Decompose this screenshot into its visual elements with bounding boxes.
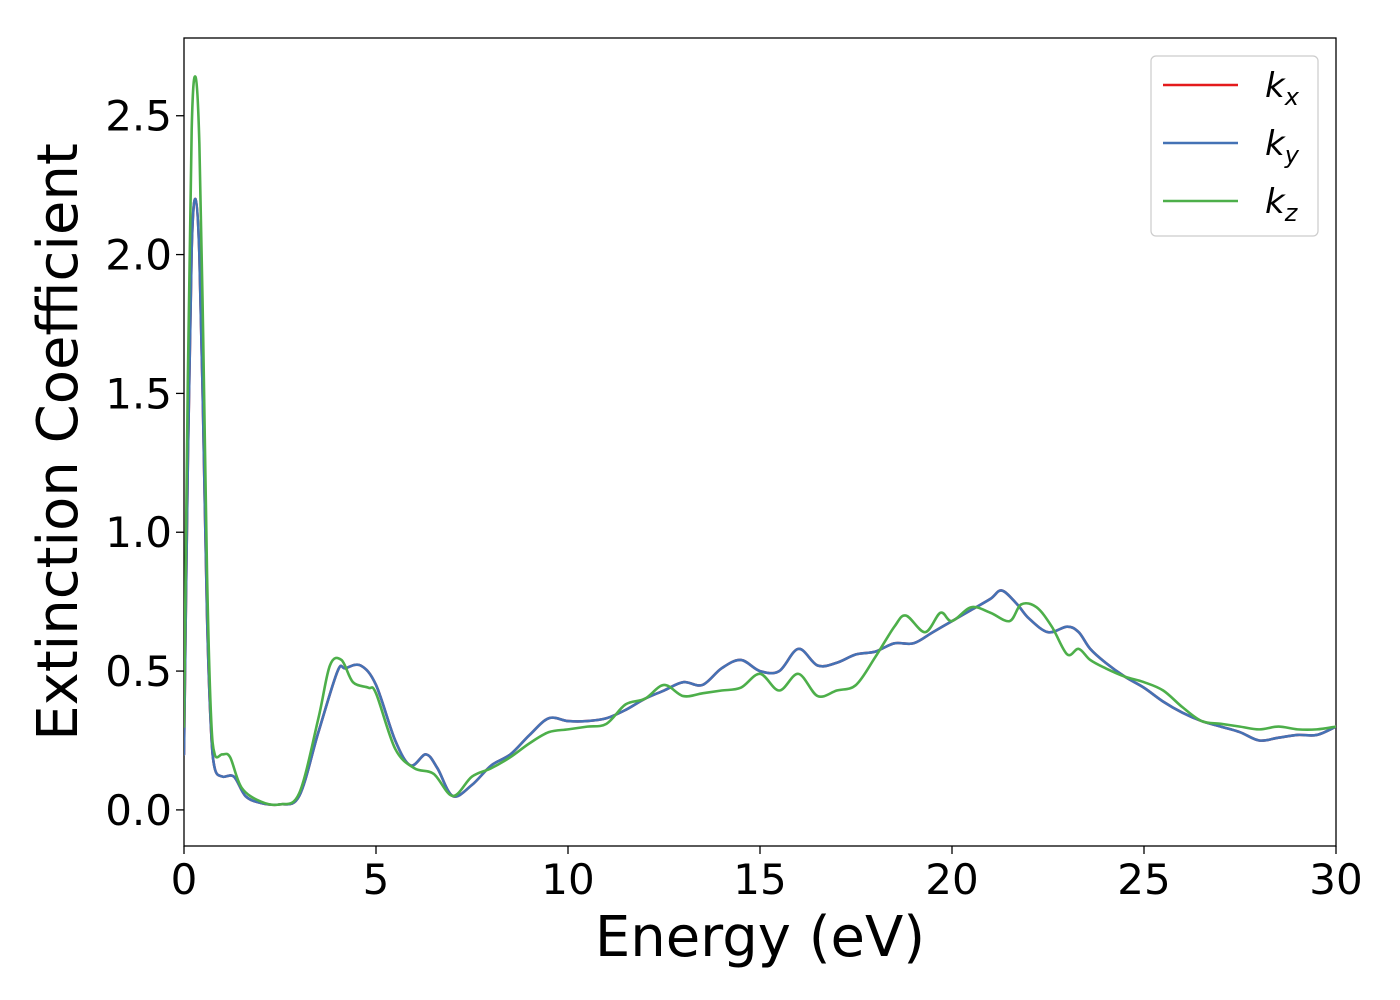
x-tick-label: 0: [171, 855, 198, 904]
legend: kx ky kz: [1150, 55, 1319, 237]
plot-area: [183, 37, 1337, 847]
x-tick-label: 30: [1309, 855, 1362, 904]
x-axis-ticks: 0 5 10 15 20 25 30: [171, 846, 1363, 904]
y-axis-label: Extinction Coefficient: [26, 143, 91, 741]
x-tick-label: 10: [541, 855, 594, 904]
x-tick-label: 25: [1117, 855, 1170, 904]
y-axis-ticks: 0.0 0.5 1.0 1.5 2.0 2.5: [105, 92, 184, 835]
x-tick-label: 20: [925, 855, 978, 904]
legend-label-kz: kz: [1265, 182, 1299, 227]
y-tick-label: 1.0: [105, 508, 172, 557]
legend-label-kx: kx: [1265, 66, 1300, 111]
series-layer: [184, 75, 1336, 807]
x-axis-label: Energy (eV): [595, 905, 925, 970]
legend-frame: [1150, 55, 1319, 237]
x-tick-label: 15: [733, 855, 786, 904]
x-tick-label: 5: [363, 855, 390, 904]
y-tick-label: 2.0: [105, 231, 172, 280]
y-tick-label: 0.5: [105, 647, 172, 696]
y-tick-label: 2.5: [105, 92, 172, 141]
series-line-ky: [184, 197, 1336, 807]
plot-frame: [183, 37, 1337, 847]
series-line-kz: [184, 75, 1336, 807]
legend-label-ky: ky: [1265, 124, 1300, 169]
y-tick-label: 0.0: [105, 786, 172, 835]
y-tick-label: 1.5: [105, 369, 172, 418]
